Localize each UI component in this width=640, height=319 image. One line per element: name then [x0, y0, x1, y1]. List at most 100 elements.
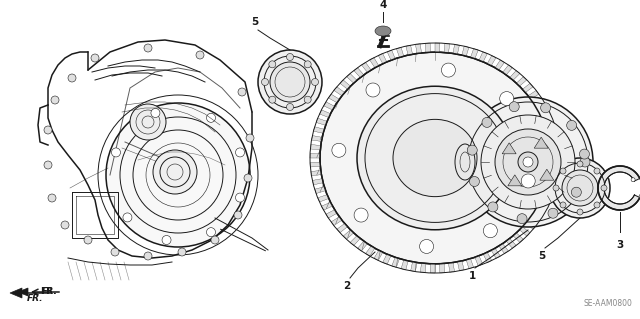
Ellipse shape: [495, 129, 561, 195]
Ellipse shape: [375, 26, 391, 36]
Ellipse shape: [270, 62, 310, 102]
Polygon shape: [458, 261, 464, 271]
Polygon shape: [365, 246, 375, 256]
Polygon shape: [350, 236, 360, 245]
Polygon shape: [506, 238, 516, 248]
Polygon shape: [374, 250, 383, 261]
Polygon shape: [324, 102, 335, 110]
Ellipse shape: [560, 202, 566, 208]
Ellipse shape: [560, 168, 566, 174]
Ellipse shape: [196, 51, 204, 59]
Ellipse shape: [111, 148, 120, 157]
Ellipse shape: [111, 248, 119, 256]
Polygon shape: [499, 244, 508, 254]
Polygon shape: [470, 48, 478, 59]
Polygon shape: [475, 256, 483, 266]
Polygon shape: [343, 230, 354, 239]
Polygon shape: [358, 241, 367, 251]
Ellipse shape: [580, 157, 590, 167]
Polygon shape: [362, 63, 371, 72]
Polygon shape: [513, 233, 524, 242]
Ellipse shape: [68, 74, 76, 82]
Ellipse shape: [467, 145, 477, 155]
Text: 3: 3: [616, 240, 623, 250]
Text: 5: 5: [252, 17, 259, 27]
Text: FR.: FR.: [42, 287, 58, 296]
Polygon shape: [453, 44, 460, 54]
Ellipse shape: [483, 224, 497, 238]
Ellipse shape: [553, 185, 559, 191]
Polygon shape: [354, 68, 364, 78]
Polygon shape: [508, 175, 522, 186]
Polygon shape: [425, 43, 431, 53]
Ellipse shape: [91, 54, 99, 62]
Text: SE-AAM0800: SE-AAM0800: [583, 299, 632, 308]
Polygon shape: [546, 183, 557, 189]
Polygon shape: [525, 220, 536, 229]
Ellipse shape: [44, 126, 52, 134]
Ellipse shape: [354, 208, 368, 222]
Polygon shape: [315, 187, 326, 194]
Polygon shape: [540, 198, 550, 206]
Ellipse shape: [517, 214, 527, 224]
Polygon shape: [502, 65, 513, 75]
Ellipse shape: [521, 174, 535, 188]
Polygon shape: [435, 43, 440, 52]
Polygon shape: [479, 52, 487, 62]
Polygon shape: [430, 264, 435, 273]
Ellipse shape: [420, 240, 433, 253]
Ellipse shape: [287, 54, 294, 61]
Polygon shape: [310, 145, 321, 150]
Polygon shape: [331, 217, 342, 226]
Text: FR.: FR.: [27, 294, 44, 303]
Polygon shape: [347, 74, 357, 83]
Text: 1: 1: [468, 271, 476, 281]
Ellipse shape: [246, 134, 254, 142]
Polygon shape: [334, 87, 345, 96]
Ellipse shape: [481, 115, 575, 209]
Polygon shape: [312, 179, 323, 185]
Polygon shape: [516, 77, 527, 86]
Polygon shape: [420, 263, 426, 273]
Ellipse shape: [320, 52, 550, 264]
Polygon shape: [406, 45, 413, 55]
Polygon shape: [531, 213, 541, 222]
Polygon shape: [319, 110, 331, 117]
Polygon shape: [326, 210, 337, 218]
Ellipse shape: [207, 228, 216, 237]
Polygon shape: [310, 153, 320, 158]
Polygon shape: [310, 162, 321, 167]
Ellipse shape: [482, 117, 492, 127]
Polygon shape: [312, 136, 322, 141]
Text: 4: 4: [380, 0, 387, 10]
Text: 2: 2: [344, 281, 351, 291]
Text: 5: 5: [538, 251, 546, 261]
Polygon shape: [462, 46, 469, 56]
Ellipse shape: [130, 104, 166, 140]
Ellipse shape: [366, 83, 380, 97]
Ellipse shape: [601, 185, 607, 191]
Ellipse shape: [455, 144, 475, 180]
Ellipse shape: [44, 161, 52, 169]
Ellipse shape: [234, 211, 242, 219]
Polygon shape: [549, 166, 559, 172]
Ellipse shape: [153, 150, 197, 194]
Polygon shape: [502, 143, 516, 154]
Polygon shape: [547, 131, 557, 137]
Ellipse shape: [509, 102, 519, 112]
Polygon shape: [387, 50, 395, 60]
Ellipse shape: [488, 202, 498, 212]
Ellipse shape: [548, 208, 558, 218]
Polygon shape: [520, 227, 530, 236]
Polygon shape: [440, 263, 445, 273]
Ellipse shape: [144, 252, 152, 260]
Polygon shape: [533, 98, 544, 106]
Polygon shape: [340, 80, 351, 89]
Polygon shape: [370, 58, 379, 68]
Polygon shape: [316, 118, 327, 125]
Ellipse shape: [594, 168, 600, 174]
Ellipse shape: [151, 108, 160, 117]
Ellipse shape: [393, 119, 477, 197]
Polygon shape: [543, 191, 554, 198]
Polygon shape: [548, 140, 559, 145]
